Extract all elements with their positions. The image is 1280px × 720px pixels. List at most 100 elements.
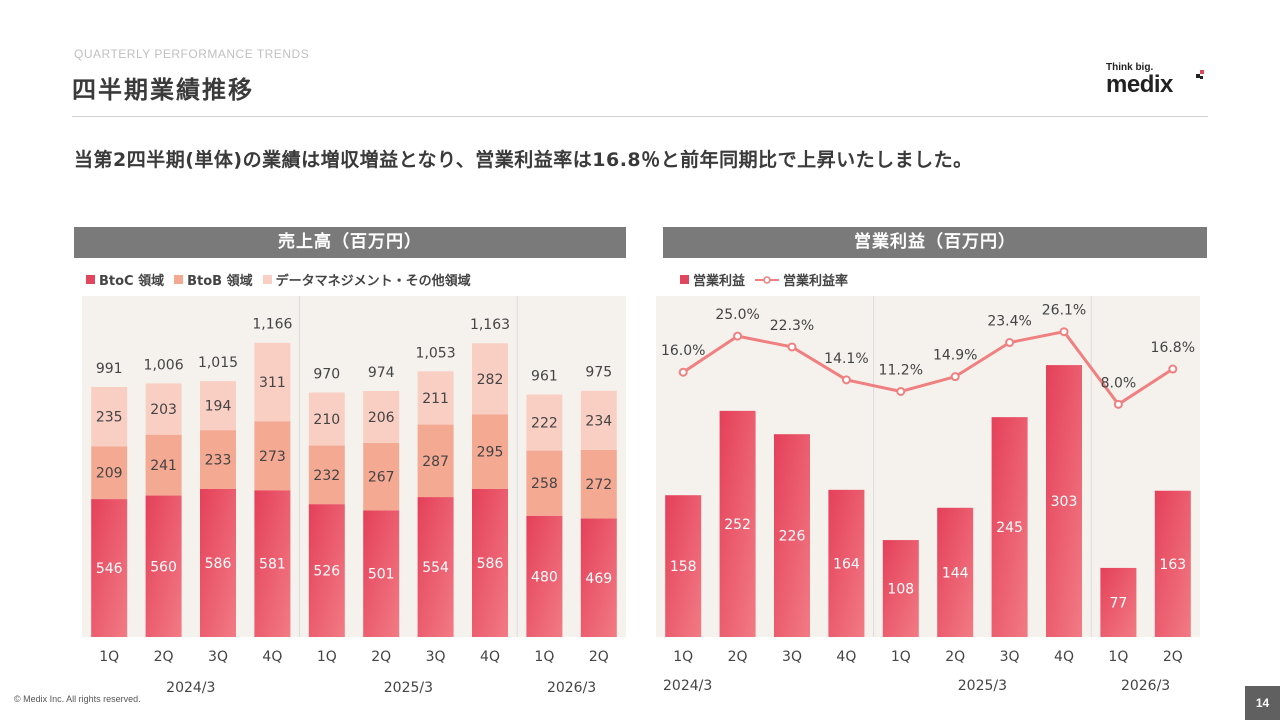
profit-value-label: 303 bbox=[1051, 494, 1078, 510]
profit-rate-label: 23.4% bbox=[987, 314, 1031, 330]
header-divider bbox=[72, 116, 1208, 117]
sales-value-label-other: 194 bbox=[205, 399, 232, 415]
sales-bar-btoc bbox=[417, 497, 454, 637]
sales-fiscal-year-label: 2026/3 bbox=[547, 680, 596, 696]
sales-bar-btob bbox=[200, 430, 236, 489]
sales-x-tick-label: 3Q bbox=[426, 649, 446, 665]
profit-x-tick-label: 2Q bbox=[728, 649, 748, 665]
sales-value-label-other: 211 bbox=[422, 391, 449, 407]
profit-fiscal-year-label: 2024/3 bbox=[663, 678, 712, 694]
profit-x-tick-label: 4Q bbox=[1054, 649, 1074, 665]
sales-total-label: 974 bbox=[368, 365, 395, 381]
sales-x-tick-label: 1Q bbox=[534, 649, 554, 665]
sales-value-label-btoc: 581 bbox=[259, 557, 286, 573]
profit-rate-point bbox=[1005, 338, 1015, 348]
sales-bar-btob bbox=[91, 446, 128, 500]
sales-bar-btoc bbox=[308, 504, 345, 637]
sales-bar-other bbox=[417, 371, 454, 425]
profit-rate-point bbox=[678, 367, 688, 377]
sales-value-label-btoc: 560 bbox=[150, 559, 177, 575]
profit-bar bbox=[937, 507, 974, 637]
profit-rate-point bbox=[787, 342, 797, 352]
profit-bar bbox=[1154, 490, 1191, 637]
sales-value-label-btoc: 586 bbox=[205, 556, 232, 572]
legend-label-btob: BtoB 領域 bbox=[187, 274, 253, 289]
profit-x-tick-label: 1Q bbox=[1108, 649, 1128, 665]
sales-bar-btoc bbox=[91, 499, 128, 637]
sales-bar-btoc bbox=[472, 488, 508, 637]
sales-value-label-other: 311 bbox=[259, 375, 286, 391]
profit-fiscal-year-label: 2025/3 bbox=[958, 678, 1007, 694]
sales-bar-other bbox=[91, 386, 128, 447]
sales-value-label-btoc: 480 bbox=[531, 569, 558, 585]
page-title: 四半期業績推移 bbox=[72, 76, 254, 104]
profit-value-label: 252 bbox=[724, 517, 751, 533]
sales-bar-other bbox=[200, 381, 236, 431]
sales-value-label-btob: 287 bbox=[422, 454, 449, 470]
sales-value-label-btob: 209 bbox=[96, 466, 123, 482]
profit-value-label: 77 bbox=[1109, 595, 1127, 611]
profit-rate-point bbox=[896, 386, 906, 396]
legend-item-btob: BtoB 領域 bbox=[174, 270, 253, 289]
profit-bar bbox=[774, 434, 810, 637]
sales-value-label-btoc: 554 bbox=[422, 560, 449, 576]
sales-bar-btoc bbox=[526, 515, 563, 637]
legend-swatch-btoc bbox=[86, 275, 95, 284]
sales-bar-other bbox=[363, 390, 400, 444]
sales-value-label-btob: 241 bbox=[150, 458, 177, 474]
sales-value-label-btob: 267 bbox=[368, 470, 395, 486]
profit-rate-point bbox=[841, 375, 851, 385]
sales-total-label: 1,053 bbox=[416, 345, 456, 361]
sales-total-label: 1,166 bbox=[252, 317, 292, 333]
sales-total-label: 970 bbox=[313, 366, 340, 382]
profit-x-tick-label: 3Q bbox=[782, 649, 802, 665]
sales-bar-btoc bbox=[580, 518, 617, 637]
profit-bar bbox=[828, 489, 865, 637]
sales-x-tick-label: 2Q bbox=[154, 649, 174, 665]
sales-bar-other bbox=[580, 390, 617, 450]
profit-value-label: 108 bbox=[887, 582, 914, 598]
profit-value-label: 144 bbox=[942, 565, 969, 581]
sales-bar-btoc bbox=[254, 490, 291, 637]
profit-x-tick-label: 1Q bbox=[673, 649, 693, 665]
sales-value-label-btob: 273 bbox=[259, 449, 286, 465]
sales-x-tick-label: 2Q bbox=[589, 649, 609, 665]
profit-value-label: 158 bbox=[670, 559, 697, 575]
sales-legend: BtoC 領域 BtoB 領域 データマネジメント・その他領域 bbox=[86, 270, 471, 289]
sales-value-label-btoc: 546 bbox=[96, 561, 123, 577]
sales-x-tick-label: 4Q bbox=[480, 649, 500, 665]
profit-rate-point bbox=[1168, 364, 1178, 374]
legend-swatch-rate-icon bbox=[755, 275, 780, 284]
sales-value-label-btob: 295 bbox=[477, 445, 504, 461]
legend-label-profit: 営業利益 bbox=[693, 274, 746, 289]
profit-bar bbox=[991, 417, 1028, 637]
sales-bar-btob bbox=[363, 443, 400, 511]
sales-total-label: 975 bbox=[585, 365, 612, 381]
sales-chart: 546 209 235 991 1Q 560 241 203 1,006 2Q 586 233 194 1… bbox=[74, 296, 626, 700]
sales-value-label-other: 206 bbox=[368, 410, 395, 426]
profit-rate-label: 22.3% bbox=[770, 318, 814, 334]
sales-bar-btoc bbox=[200, 488, 236, 637]
headline-message: 当第2四半期(単体)の業績は増収増益となり、営業利益率は16.8％と前年同期比で… bbox=[74, 149, 973, 171]
profit-rate-label: 16.0% bbox=[661, 343, 705, 359]
profit-bar bbox=[1046, 365, 1082, 637]
profit-chart: 158 1Q 252 2Q 226 3Q 164 4Q 108 1Q 144 2Q 245 3Q 303 4Q… bbox=[656, 296, 1208, 700]
profit-rate-label: 11.2% bbox=[879, 362, 923, 378]
sales-bar-btoc bbox=[363, 510, 400, 637]
sales-value-label-btoc: 526 bbox=[313, 564, 340, 580]
sales-fiscal-year-label: 2024/3 bbox=[166, 680, 215, 696]
sales-bar-btob bbox=[308, 445, 345, 505]
section-eyebrow: QUARTERLY PERFORMANCE TRENDS bbox=[74, 47, 310, 61]
sales-total-label: 961 bbox=[531, 369, 558, 385]
sales-bar-btob bbox=[254, 421, 291, 491]
sales-value-label-btoc: 586 bbox=[477, 556, 504, 572]
medix-logo: Think big. medix bbox=[1106, 62, 1210, 98]
legend-item-btoc: BtoC 領域 bbox=[86, 270, 164, 289]
sales-value-label-btob: 258 bbox=[531, 476, 558, 492]
profit-rate-label: 26.1% bbox=[1042, 303, 1086, 319]
sales-value-label-btoc: 469 bbox=[585, 571, 612, 587]
profit-rate-point bbox=[1113, 399, 1123, 409]
sales-value-label-btob: 233 bbox=[205, 453, 232, 469]
legend-item-profit: 営業利益 bbox=[680, 270, 745, 289]
sales-total-label: 1,006 bbox=[144, 357, 184, 373]
